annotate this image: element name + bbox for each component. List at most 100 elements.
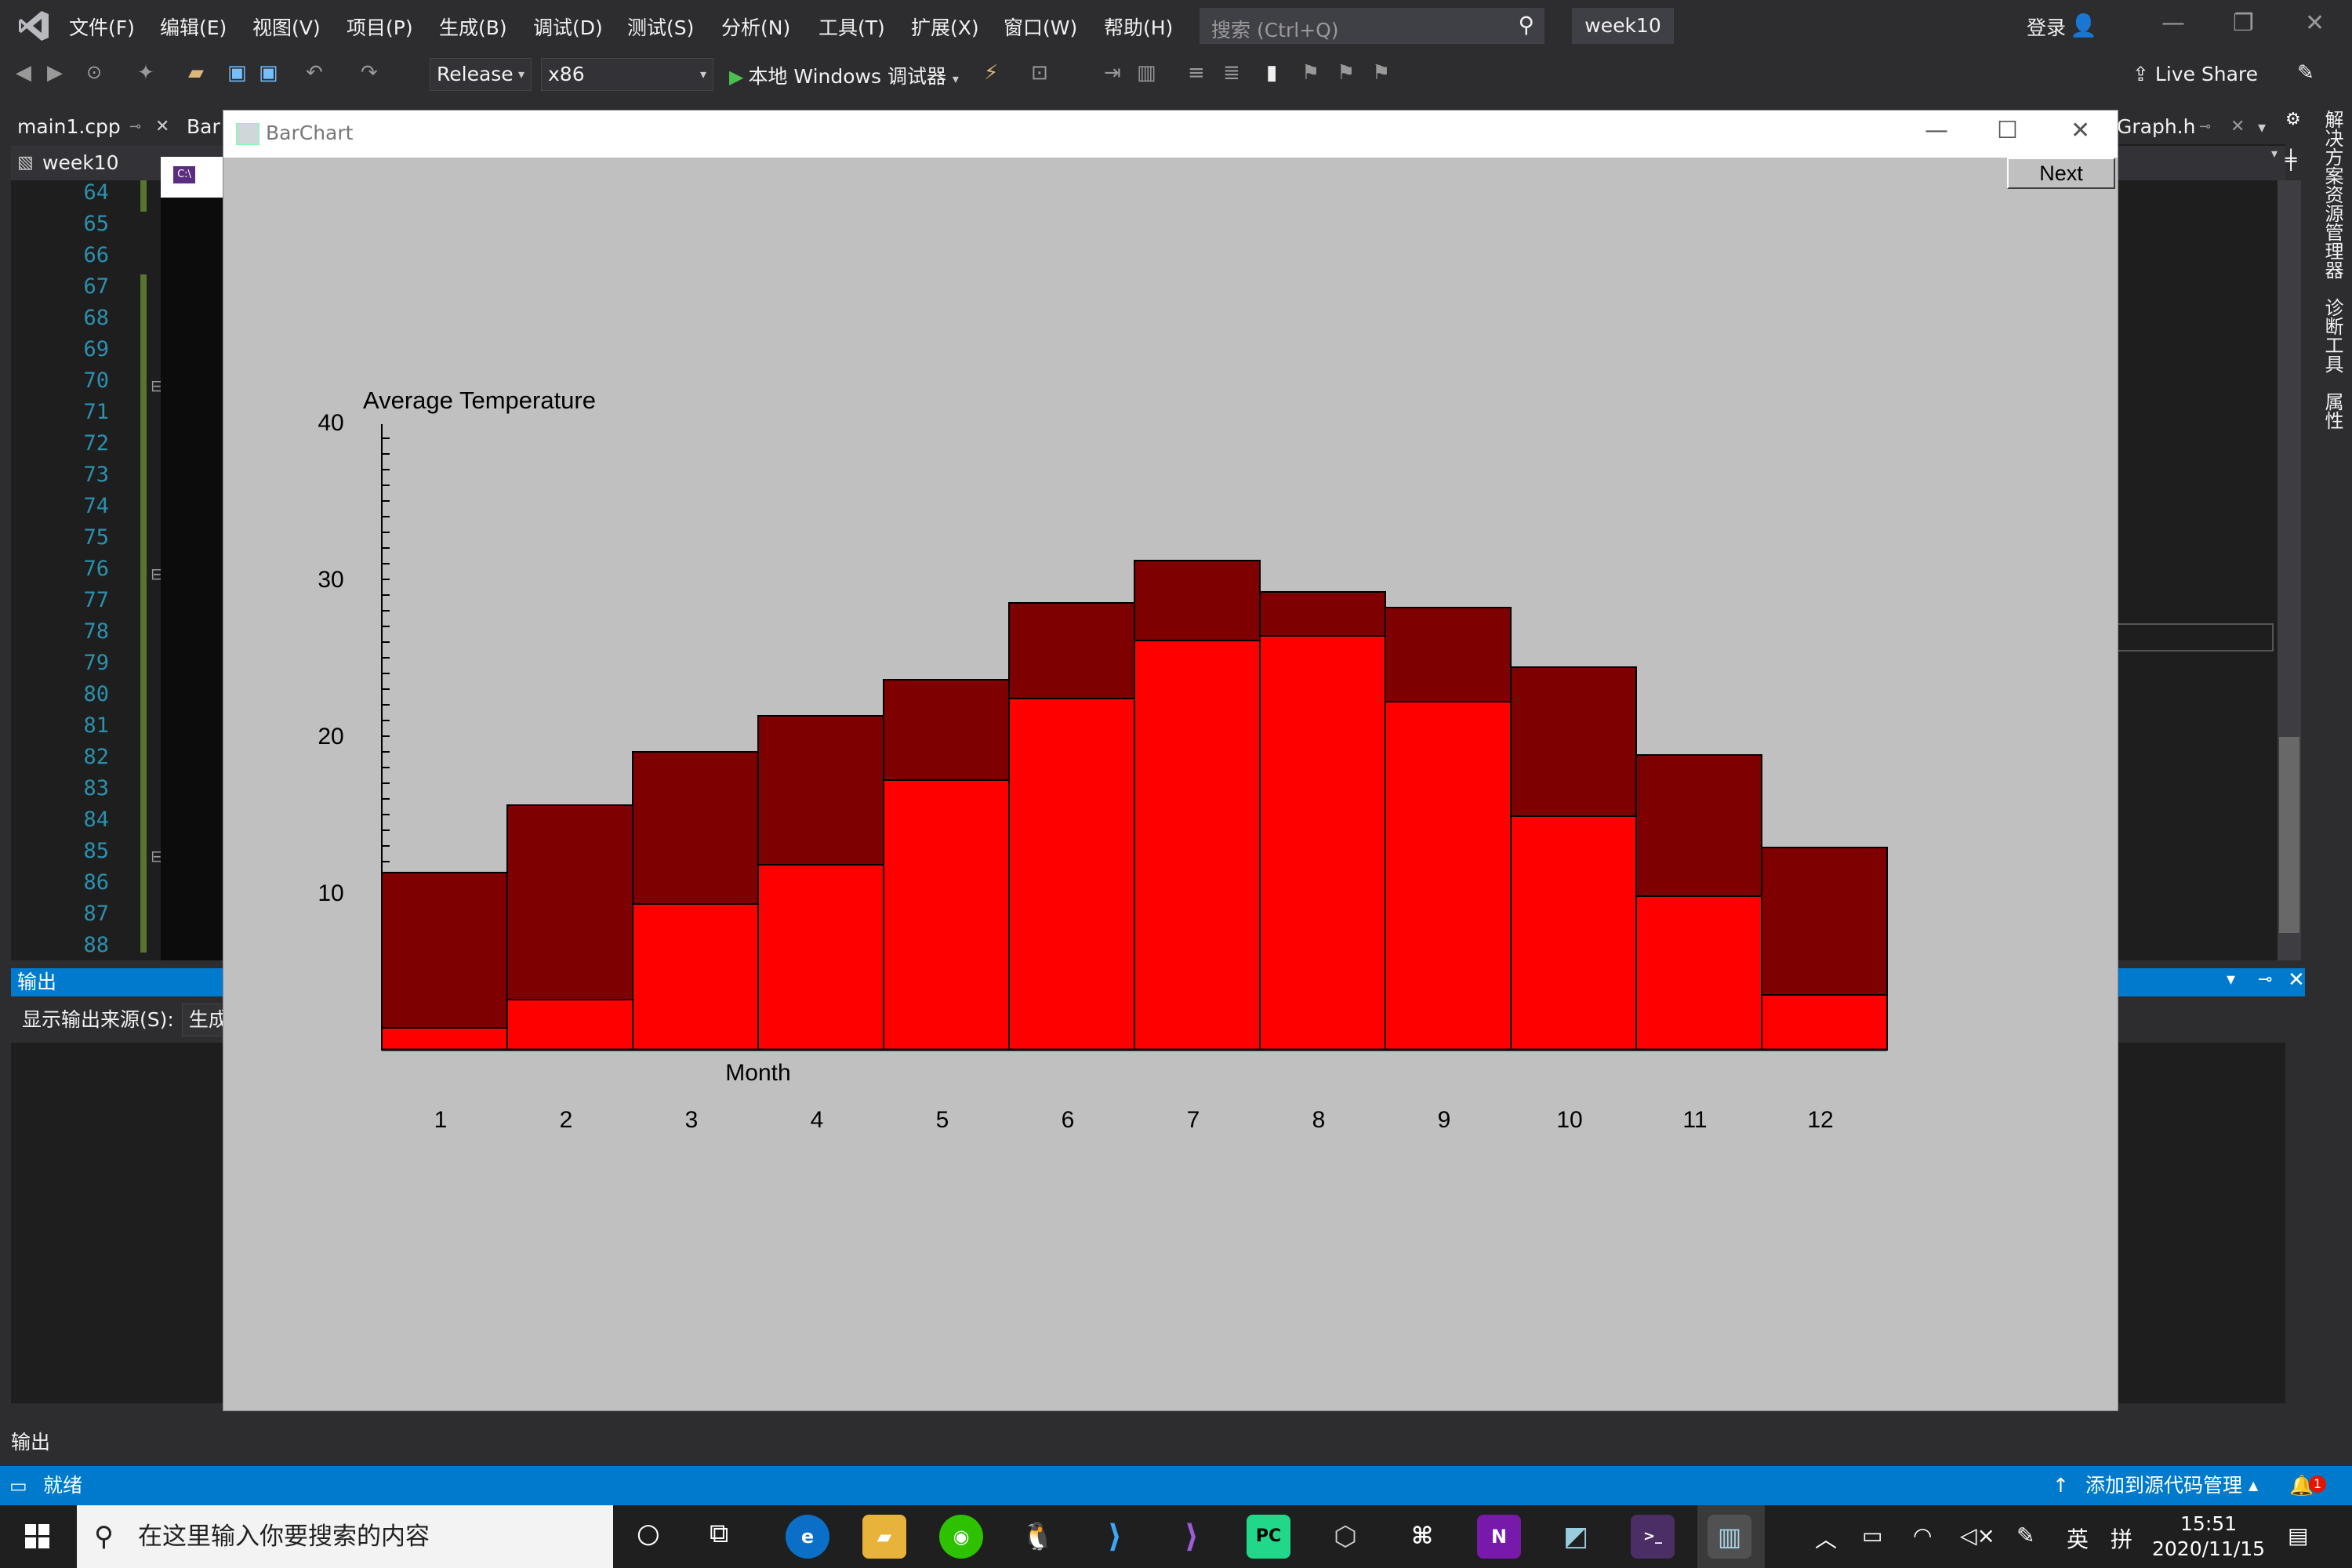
live-share-button[interactable]: ⇪ Live Share	[2132, 63, 2258, 85]
forward-icon[interactable]: ▶	[47, 61, 63, 85]
action-center-icon[interactable]: ▤	[2288, 1523, 2309, 1548]
menu-item[interactable]: 窗口(W)	[1004, 16, 1078, 39]
wechat-icon[interactable]: ◉	[939, 1515, 983, 1559]
pin-icon[interactable]: ⊸	[2258, 970, 2273, 989]
vscode-icon[interactable]: ⟩	[1093, 1515, 1137, 1559]
right-output-body	[2117, 1043, 2285, 1403]
run-label: 本地 Windows 调试器	[748, 65, 946, 88]
menu-item[interactable]: 项目(P)	[347, 16, 413, 39]
settings-icon[interactable]: ⚙	[2285, 110, 2301, 129]
account-icon[interactable]: 👤	[2070, 13, 2097, 38]
barchart-app-icon[interactable]: ▥	[1708, 1515, 1751, 1559]
dock-tab[interactable]: 属性	[2321, 392, 2343, 430]
comment-icon[interactable]: ≡	[1188, 61, 1205, 85]
prev-bookmark-icon[interactable]: ⚑	[1301, 61, 1320, 85]
x-tick-label: 4	[811, 1107, 824, 1133]
dock-tab[interactable]: 诊断工具	[2321, 298, 2343, 373]
next-button[interactable]: Next	[2007, 158, 2115, 189]
search-input[interactable]: 搜索 (Ctrl+Q) ⚲	[1200, 8, 1544, 44]
chevron-down-icon[interactable]: ▾	[2227, 970, 2236, 989]
open-folder-icon[interactable]: ▰	[188, 61, 204, 85]
file-explorer-icon[interactable]: ▰	[862, 1515, 906, 1559]
close-tab-icon[interactable]: ✕	[155, 117, 170, 136]
feedback-icon[interactable]: ✎	[2297, 61, 2314, 85]
clear-bookmarks-icon[interactable]: ⚑	[1372, 61, 1391, 85]
save-all-icon[interactable]: ▣	[259, 61, 278, 85]
menu-item[interactable]: 生成(B)	[439, 16, 507, 39]
task-view-icon[interactable]: ⧉	[710, 1518, 729, 1549]
source-control-button[interactable]: 添加到源代码管理	[2085, 1474, 2243, 1497]
close-panel-icon[interactable]: ✕	[2288, 968, 2305, 992]
restore-icon[interactable]: ❐	[2233, 9, 2254, 37]
close-tab-icon[interactable]: ✕	[2230, 117, 2245, 136]
back-icon[interactable]: ◀	[16, 61, 31, 85]
split-icon[interactable]: ╪	[2285, 149, 2297, 171]
new-project-icon[interactable]: ✦	[137, 61, 154, 85]
scrollbar-thumb[interactable]	[2279, 737, 2299, 933]
login-button[interactable]: 登录	[2027, 16, 2067, 39]
ime-mode-icon[interactable]: 拼	[2111, 1526, 2133, 1552]
menu-item[interactable]: 调试(D)	[533, 16, 603, 39]
onenote-icon[interactable]: N	[1477, 1515, 1521, 1559]
wifi-icon[interactable]: ◠	[1913, 1523, 1933, 1548]
minimize-icon[interactable]: —	[2161, 9, 2185, 37]
menu-item[interactable]: 视图(V)	[252, 16, 321, 39]
layout-icon[interactable]: ▥	[1137, 61, 1156, 85]
close-icon[interactable]: ✕	[2305, 9, 2325, 37]
bookmark-icon[interactable]: ▮	[1266, 61, 1278, 85]
configuration-select[interactable]: Release ▾	[430, 58, 532, 91]
tab-main1-cpp[interactable]: main1.cpp	[17, 115, 121, 138]
clock[interactable]: 15:51 2020/11/15	[2152, 1512, 2265, 1562]
member-scope-bar[interactable]: ▾	[2117, 146, 2285, 180]
x-tick-label: 2	[560, 1107, 573, 1133]
battery-icon[interactable]: ▭	[1862, 1523, 1883, 1548]
output-bottom-tab[interactable]: 输出	[11, 1431, 51, 1454]
dock-tab[interactable]: 解决方案资源管理器	[2321, 110, 2343, 279]
fold-icon[interactable]: ⊟	[151, 564, 164, 583]
qq-icon[interactable]: 🐧	[1016, 1515, 1060, 1559]
notes-app-icon[interactable]: ◩	[1554, 1515, 1598, 1559]
hot-reload-icon[interactable]: ⚡	[984, 61, 999, 85]
cortana-icon[interactable]: ○	[637, 1518, 660, 1549]
ime-indicator[interactable]: 英	[2067, 1526, 2089, 1552]
chevron-down-icon[interactable]: ▾	[2258, 118, 2267, 136]
pin-icon[interactable]: ⊸	[2199, 118, 2212, 135]
chevron-up-icon[interactable]: ︿	[1815, 1526, 1838, 1552]
visual-studio-icon[interactable]: ⟩	[1170, 1515, 1214, 1559]
menu-item[interactable]: 帮助(H)	[1104, 16, 1174, 39]
pen-icon[interactable]: ✎	[2016, 1523, 2035, 1548]
close-icon[interactable]: ✕	[2071, 117, 2091, 144]
pin-icon[interactable]: ⊸	[129, 118, 142, 135]
menu-item[interactable]: 工具(T)	[818, 16, 885, 39]
windows-start-icon[interactable]	[0, 1505, 75, 1568]
settings-app-icon[interactable]: ⬡	[1323, 1515, 1367, 1559]
terminal-icon[interactable]: >_	[1631, 1515, 1675, 1559]
line-number: 78	[83, 619, 109, 644]
save-icon[interactable]: ▣	[227, 61, 247, 85]
edge-icon[interactable]: e	[786, 1515, 829, 1559]
menu-item[interactable]: 文件(F)	[69, 16, 135, 39]
browser-link-icon[interactable]: ⊡	[1031, 61, 1048, 85]
next-bookmark-icon[interactable]: ⚑	[1337, 61, 1356, 85]
maximize-icon[interactable]: ☐	[1997, 117, 2018, 144]
tab-barchart[interactable]: Bar	[187, 115, 220, 138]
pycharm-icon[interactable]: PC	[1247, 1515, 1290, 1559]
acrobat-icon[interactable]: ⌘	[1400, 1515, 1444, 1559]
menu-item[interactable]: 扩展(X)	[911, 16, 979, 39]
editor-scrollbar[interactable]	[2278, 180, 2301, 960]
step-icon[interactable]: ⇥	[1104, 61, 1121, 85]
taskbar-search-input[interactable]: ⚲ 在这里输入你要搜索的内容	[77, 1505, 613, 1568]
redo-icon[interactable]: ↷	[361, 61, 378, 85]
fold-icon[interactable]: ⊟	[151, 847, 164, 866]
start-debugging-button[interactable]: ▶ 本地 Windows 调试器 ▾	[729, 61, 959, 89]
platform-select[interactable]: x86 ▾	[541, 58, 713, 91]
tab-graph-h[interactable]: Graph.h ⊸ ✕ ▾	[2117, 110, 2285, 144]
menu-item[interactable]: 测试(S)	[627, 16, 695, 39]
minimize-icon[interactable]: —	[1925, 117, 1948, 144]
mute-icon[interactable]: ◁×	[1960, 1523, 1995, 1548]
fold-icon[interactable]: ⊟	[151, 376, 164, 395]
uncomment-icon[interactable]: ≣	[1223, 61, 1240, 85]
menu-item[interactable]: 编辑(E)	[160, 16, 227, 39]
menu-item[interactable]: 分析(N)	[721, 16, 791, 39]
undo-icon[interactable]: ↶	[306, 61, 323, 85]
